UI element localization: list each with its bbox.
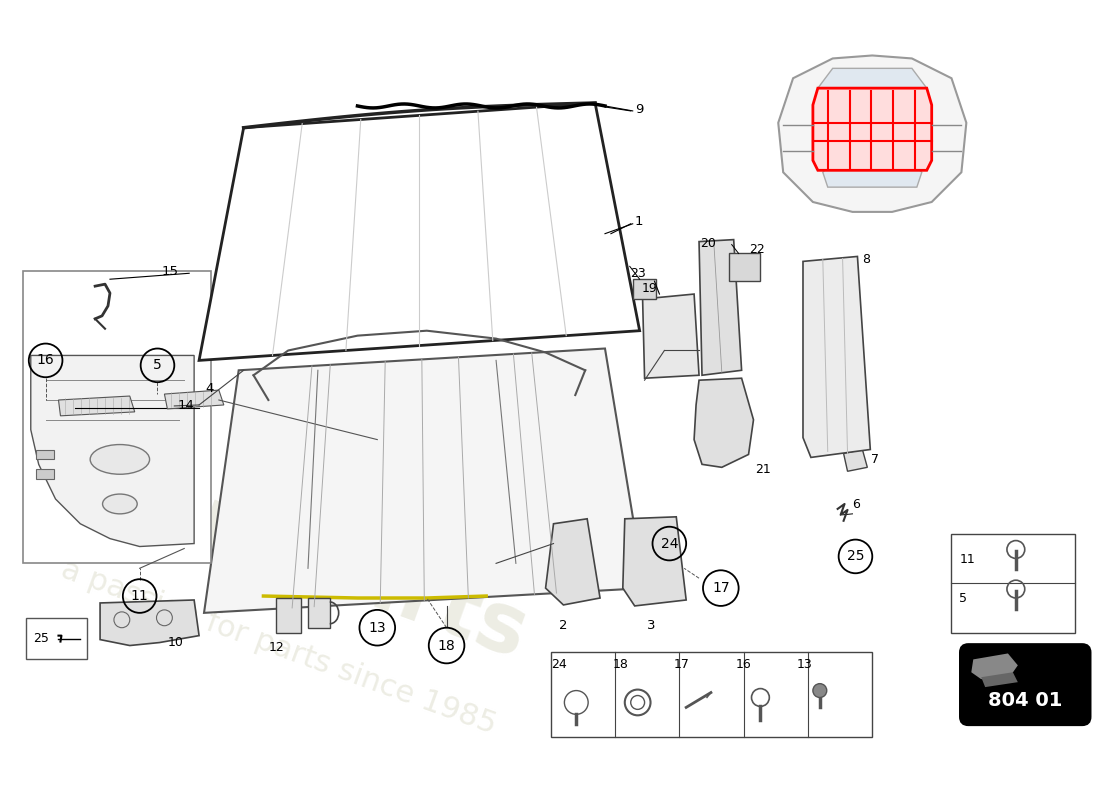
Text: 18: 18 [613,658,628,671]
Text: 9: 9 [635,103,643,117]
Polygon shape [31,355,194,546]
Bar [35,470,54,479]
Bar [632,279,657,299]
Polygon shape [844,450,867,471]
Text: 5: 5 [959,593,967,606]
Text: 24: 24 [551,658,566,671]
Text: 7: 7 [871,453,879,466]
Polygon shape [698,240,741,375]
Text: 4: 4 [205,382,213,394]
Polygon shape [58,396,134,416]
Text: 2: 2 [559,619,568,632]
Polygon shape [623,517,686,606]
Text: 15: 15 [162,265,178,278]
Bar [952,534,1075,633]
Polygon shape [823,162,922,187]
Bar [308,598,330,628]
Text: 3: 3 [647,619,656,632]
Text: 16: 16 [735,658,751,671]
Bar [276,598,301,633]
Text: 1: 1 [635,215,643,228]
Polygon shape [642,294,698,378]
Text: 13: 13 [796,658,812,671]
Polygon shape [199,103,639,360]
Text: 17: 17 [712,581,729,595]
Text: 16: 16 [36,354,55,367]
Polygon shape [981,672,1018,687]
Text: 23: 23 [629,266,646,280]
Text: 25: 25 [847,550,865,563]
Bar [23,271,211,563]
Polygon shape [813,88,932,170]
Polygon shape [694,378,754,467]
Text: 20: 20 [700,237,716,250]
Polygon shape [803,257,870,458]
Text: 24: 24 [661,537,678,550]
Polygon shape [100,600,199,646]
Bar [35,450,54,459]
Text: 804 01: 804 01 [988,691,1063,710]
Text: 12: 12 [268,641,284,654]
Text: 13: 13 [368,621,386,634]
Text: 11: 11 [959,553,976,566]
Text: 11: 11 [131,589,149,603]
Text: a passion for parts since 1985: a passion for parts since 1985 [57,555,499,740]
Text: 14: 14 [177,399,195,413]
Bar [25,618,87,659]
Text: 22: 22 [749,243,766,256]
Text: 21: 21 [756,463,771,476]
Text: 17: 17 [674,658,690,671]
Polygon shape [164,390,223,409]
Bar [550,653,872,737]
Text: 19: 19 [641,282,658,294]
Polygon shape [204,349,645,613]
Text: europärts: europärts [77,441,539,676]
Polygon shape [546,519,600,605]
Polygon shape [778,55,966,212]
Text: 10: 10 [167,636,184,649]
Polygon shape [817,68,926,103]
Bar [728,254,760,281]
Circle shape [813,684,827,698]
Text: 25: 25 [33,632,48,645]
Ellipse shape [90,445,150,474]
Polygon shape [971,654,1018,679]
Text: 6: 6 [852,498,860,511]
Ellipse shape [102,494,138,514]
Text: 8: 8 [862,253,870,266]
Text: 5: 5 [153,358,162,372]
Text: 18: 18 [438,638,455,653]
FancyBboxPatch shape [960,645,1090,725]
